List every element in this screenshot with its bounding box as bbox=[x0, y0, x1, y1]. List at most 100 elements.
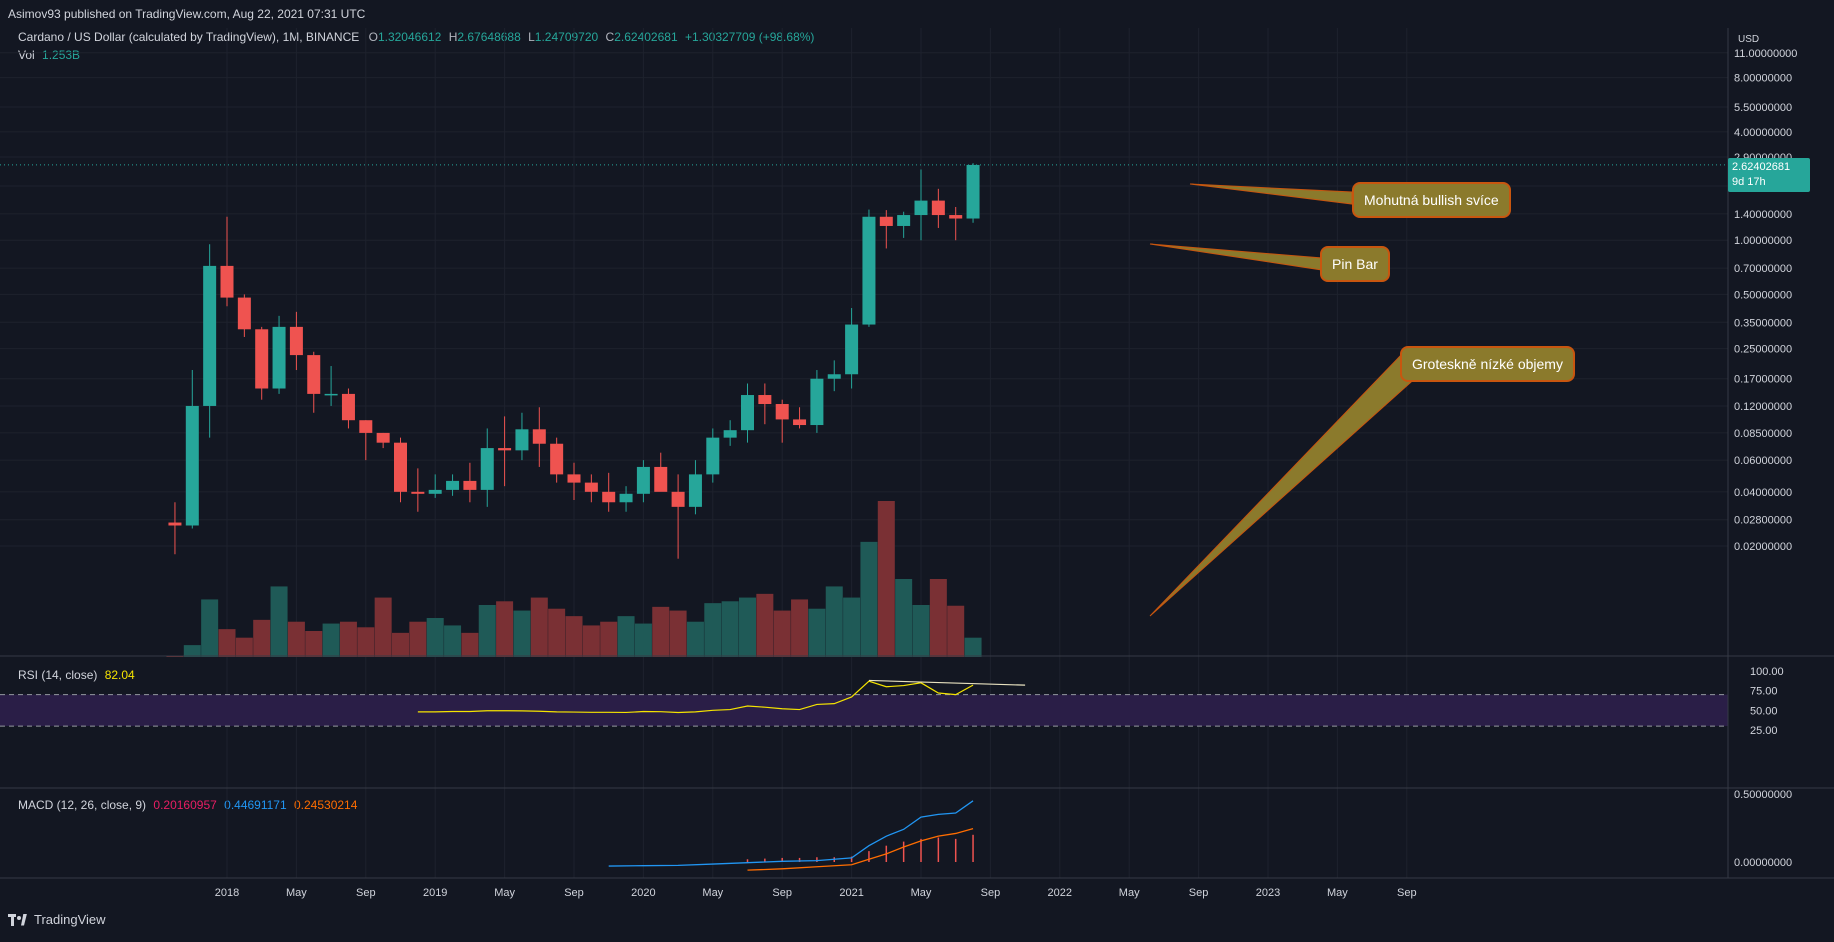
volume-bar bbox=[877, 501, 895, 657]
volume-bar bbox=[444, 625, 462, 657]
candle-body bbox=[185, 405, 199, 526]
candle-body bbox=[688, 474, 702, 507]
callout-pin-bar[interactable]: Pin Bar bbox=[1320, 246, 1390, 282]
candle-body bbox=[862, 216, 876, 325]
grid-lines bbox=[0, 28, 1728, 878]
time-tick-label: Sep bbox=[356, 887, 376, 899]
volume-bar bbox=[339, 621, 357, 657]
volume-bar bbox=[964, 637, 982, 657]
time-tick-label: May bbox=[494, 887, 515, 899]
rsi-line bbox=[417, 680, 974, 714]
volume-bar bbox=[478, 605, 496, 657]
volume-bar bbox=[825, 586, 843, 657]
low-value: 1.24709720 bbox=[534, 30, 599, 44]
price-tick-label: 0.50000000 bbox=[1734, 289, 1792, 301]
candle-body bbox=[532, 429, 546, 444]
candle-body bbox=[376, 432, 390, 443]
candle-body bbox=[775, 404, 789, 420]
volume-bar bbox=[548, 608, 566, 657]
macd-tick-label: 0.50000000 bbox=[1734, 789, 1792, 801]
rsi-tick-label: 100.00 bbox=[1750, 666, 1784, 678]
macd-line-value: 0.44691171 bbox=[224, 798, 287, 812]
price-tick-label: 1.00000000 bbox=[1734, 235, 1792, 247]
candle-body bbox=[446, 480, 460, 490]
volume-bar bbox=[201, 599, 219, 657]
volume-bar bbox=[426, 618, 444, 657]
arrow-bullish bbox=[1189, 183, 1353, 205]
volume-bar bbox=[253, 619, 271, 657]
currency-label: USD bbox=[1736, 34, 1762, 45]
volume-bar bbox=[634, 623, 652, 657]
footer-brand[interactable]: TradingView bbox=[8, 912, 106, 927]
candle-body bbox=[411, 491, 425, 494]
candles bbox=[168, 163, 980, 559]
volume-bar bbox=[235, 637, 253, 657]
volume-bar bbox=[392, 632, 409, 657]
time-tick-label: 2020 bbox=[631, 887, 655, 899]
time-tick-label: Sep bbox=[564, 887, 584, 899]
volume-bar bbox=[617, 616, 635, 657]
volume-bar bbox=[912, 605, 930, 657]
candle-body bbox=[324, 393, 338, 396]
volume-bar bbox=[357, 627, 375, 657]
candle-body bbox=[237, 297, 251, 330]
volume-legend: Vol 1.253B bbox=[18, 48, 80, 62]
candle-body bbox=[636, 466, 650, 494]
candle-body bbox=[810, 378, 824, 426]
volume-label[interactable]: Vol bbox=[18, 48, 35, 62]
volume-bar bbox=[652, 606, 670, 657]
candle-body bbox=[289, 326, 303, 356]
volume-bar bbox=[947, 605, 965, 657]
candle-body bbox=[827, 374, 841, 379]
volume-bar bbox=[929, 579, 947, 657]
open-label: O bbox=[368, 30, 378, 44]
time-tick-label: May bbox=[286, 887, 307, 899]
price-tick-label: 4.00000000 bbox=[1734, 127, 1792, 139]
volume-bar bbox=[895, 579, 913, 657]
volume-bar bbox=[773, 610, 791, 657]
rsi-tick-label: 50.00 bbox=[1750, 705, 1778, 717]
volume-bar bbox=[496, 601, 514, 657]
volume-bar bbox=[669, 610, 687, 657]
candle-body bbox=[341, 393, 355, 421]
macd-signal-line bbox=[747, 828, 974, 871]
low-label: L bbox=[528, 30, 535, 44]
close-value: 2.62402681 bbox=[614, 30, 678, 44]
time-tick-label: 2023 bbox=[1256, 887, 1280, 899]
candle-body bbox=[168, 522, 182, 526]
time-tick-label: Sep bbox=[1397, 887, 1417, 899]
candle-body bbox=[897, 215, 911, 226]
rsi-band bbox=[0, 694, 1728, 727]
macd-label[interactable]: MACD (12, 26, close, 9) bbox=[18, 798, 147, 812]
candle-body bbox=[879, 216, 893, 226]
candle-body bbox=[359, 420, 373, 433]
candle-body bbox=[619, 493, 633, 503]
volume-bar bbox=[791, 599, 809, 657]
volume-bar bbox=[582, 625, 600, 657]
candle-body bbox=[723, 430, 737, 438]
rsi-pane bbox=[0, 679, 1728, 727]
rsi-tick-label: 75.00 bbox=[1750, 686, 1778, 698]
price-tick-label: 0.12000000 bbox=[1734, 401, 1792, 413]
time-tick-label: May bbox=[911, 887, 932, 899]
symbol-name[interactable]: Cardano / US Dollar (calculated by Tradi… bbox=[18, 30, 360, 44]
candle-body bbox=[671, 491, 685, 507]
volume-bar bbox=[374, 597, 392, 657]
rsi-value: 82.04 bbox=[104, 668, 135, 682]
macd-pane bbox=[608, 800, 974, 871]
rsi-legend: RSI (14, close) 82.04 bbox=[18, 668, 135, 682]
candle-body bbox=[220, 265, 234, 298]
volume-bar bbox=[704, 603, 722, 657]
publish-header: Asimov93 published on TradingView.com, A… bbox=[0, 0, 1834, 28]
price-tick-label: 0.08500000 bbox=[1734, 428, 1792, 440]
macd-legend: MACD (12, 26, close, 9) 0.20160957 0.446… bbox=[18, 798, 357, 812]
candle-body bbox=[914, 200, 928, 216]
candle-body bbox=[272, 326, 286, 389]
rsi-label[interactable]: RSI (14, close) bbox=[18, 668, 98, 682]
price-tick-label: 0.25000000 bbox=[1734, 344, 1792, 356]
time-tick-label: Sep bbox=[1189, 887, 1209, 899]
callout-low-volume[interactable]: Groteskně nízké objemy bbox=[1400, 346, 1575, 382]
callout-bullish-candle[interactable]: Mohutná bullish svíce bbox=[1352, 182, 1511, 218]
price-tick-label: 0.04000000 bbox=[1734, 487, 1792, 499]
